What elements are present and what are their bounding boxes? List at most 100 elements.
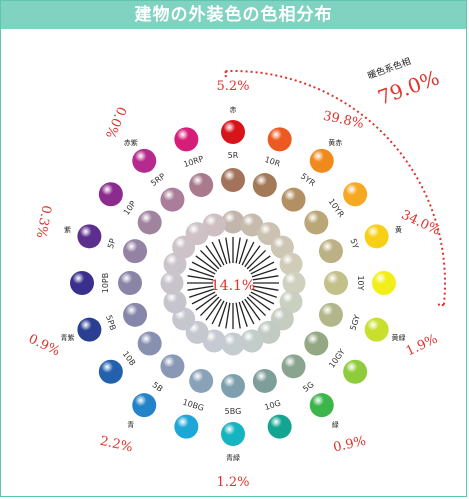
inner-color-ball [202,213,226,237]
inner-color-ball [185,222,209,246]
outer-color-ball [98,359,123,384]
inner-color-ball [257,320,281,344]
outer-color-ball [132,148,157,173]
spoke-line [189,288,215,298]
spoke-line [189,268,215,278]
spoke-line [195,294,218,311]
hue-percentage-label: 0.3% [33,204,54,239]
middle-color-ball [123,302,148,327]
outer-color-ball [309,393,334,418]
color-name-label: 緑 [332,420,339,429]
hue-code-label: 10B [121,350,137,368]
hue-code-label: 10Y [356,275,365,290]
spoke-line [251,268,277,278]
outer-color-ball [98,182,123,207]
hue-code-label: 5YR [299,172,317,189]
spoke-line [200,250,220,270]
hue-code-label: 10BG [182,398,205,413]
hue-code-label: 10P [122,199,138,217]
color-name-label: 赤 [230,106,237,114]
color-name-label: 黄緑 [391,333,405,342]
inner-color-ball [240,329,264,353]
hue-code-label: 5GY [348,314,361,332]
outer-color-ball [77,224,102,249]
title-bar: 建物の外装色の色相分布 [1,1,466,29]
inner-color-ball [163,290,187,314]
middle-color-ball [137,210,162,235]
inner-color-ball [282,271,306,295]
spoke-line [248,255,271,272]
spoke-line [251,288,277,298]
spoke-line [225,237,231,264]
spoke-line [246,296,266,316]
middle-color-ball [252,173,277,198]
outer-color-ball [221,422,245,446]
inner-color-ball [221,332,245,356]
middle-color-ball [304,331,329,356]
spoke-line [211,300,225,325]
spoke-line [200,296,220,316]
color-name-label: 青紫 [61,333,75,342]
outer-color-ball [364,224,389,249]
hue-code-label: 10RP [182,154,205,169]
hue-percentage-label: 34.0% [399,208,443,239]
inner-color-ball [270,235,294,259]
spoke-line [187,275,214,281]
color-name-label: 紫 [64,226,71,234]
spoke-line [211,241,225,266]
middle-color-ball [281,354,306,379]
spoke-line [205,298,222,321]
spoke-line [238,239,248,265]
spoke-line [218,239,228,265]
color-balls [70,120,396,446]
hue-code-label: 10YR [326,197,346,219]
inner-color-ball [240,213,264,237]
warm-hue-arc-tick [435,303,444,307]
spoke-line [205,245,222,268]
hue-code-label: 10R [264,155,282,169]
hue-percentage-label: 0.0% [102,104,129,140]
middle-color-ball [318,239,343,264]
middle-color-ball [318,302,343,327]
inner-color-ball [172,307,196,331]
hue-code-label: 5BG [225,407,242,416]
spoke-line [235,302,241,329]
inner-color-ball [221,210,245,234]
hue-code-label: 10PB [101,273,110,294]
middle-color-ball [160,187,185,212]
color-name-label: 黄 [395,225,402,234]
inner-color-ball [160,271,184,295]
spoke-line [187,285,214,291]
middle-color-ball [304,210,329,235]
color-name-label: 黄赤 [328,138,342,147]
hue-code-label: 5B [151,380,165,393]
hue-code-label: 5RP [149,172,167,188]
color-name-label: 赤紫 [124,139,138,147]
middle-color-ball [221,374,245,398]
spoke-line [218,301,228,327]
middle-color-ball [160,354,185,379]
spoke-line [195,255,218,272]
spoke-line [244,298,261,321]
center-spokes [187,237,279,329]
outer-color-ball [372,271,396,295]
inner-color-ball [202,329,226,353]
inner-color-ball [163,252,187,276]
outer-color-ball [70,271,94,295]
spoke-line [248,294,271,311]
middle-color-ball [252,368,277,393]
spoke-line [250,291,275,305]
middle-color-ball [137,331,162,356]
hue-percentage-label: 0.9% [332,434,368,456]
hue-code-label: 10GY [327,347,347,369]
color-name-label: 青緑 [226,453,240,462]
outer-color-ball [343,182,368,207]
outer-color-ball [221,120,245,144]
inner-color-ball [279,290,303,314]
color-name-label: 青 [127,420,134,429]
outer-color-ball [309,148,334,173]
spoke-line [238,301,248,327]
middle-color-ball [118,271,142,295]
